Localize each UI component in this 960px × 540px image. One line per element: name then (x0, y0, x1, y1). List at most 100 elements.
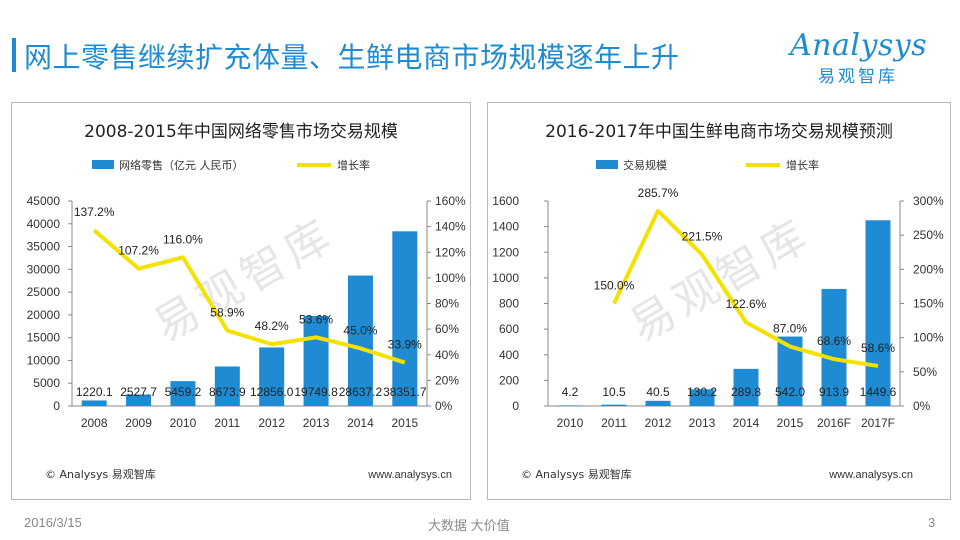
panel-footer-copyright: © Analysys 易观智库 (45, 467, 156, 481)
y-right-tick-label: 250% (913, 228, 944, 242)
x-tick-label: 2014 (347, 416, 374, 430)
x-tick-label: 2012 (645, 416, 672, 430)
y-right-tick-label: 80% (435, 297, 459, 311)
y-left-tick-label: 1600 (492, 194, 519, 208)
y-right-tick-label: 200% (913, 262, 944, 276)
y-left-tick-label: 1400 (492, 220, 519, 234)
y-right-tick-label: 100% (913, 331, 944, 345)
y-right-tick-label: 140% (435, 220, 466, 234)
y-left-tick-label: 25000 (27, 285, 61, 299)
bar-data-label: 10.5 (602, 385, 626, 399)
title-accent-bar (12, 38, 16, 72)
chart-panel-online-retail: 易观智库 2008-2015年中国网络零售市场交易规模 网络零售（亿元 人民币） 增长… (11, 102, 471, 500)
line-data-label: 58.9% (210, 306, 244, 320)
x-tick-label: 2008 (81, 416, 108, 430)
panel-footer-url: www.analysys.cn (828, 469, 913, 481)
logo-wordmark: Analysys (790, 28, 928, 63)
bar (170, 381, 196, 406)
y-left-tick-label: 1200 (492, 245, 519, 259)
bar (303, 316, 329, 406)
bar (259, 347, 285, 406)
x-tick-label: 2014 (733, 416, 760, 430)
bar (865, 220, 891, 406)
growth-rate-line (612, 208, 879, 368)
chart-title: 2016-2017年中国生鲜电商市场交易规模预测 (545, 122, 893, 142)
legend-line-label: 增长率 (786, 158, 819, 172)
x-tick-label: 2015 (777, 416, 804, 430)
bar (214, 366, 240, 406)
line-data-label: 53.6% (299, 312, 333, 326)
x-tick-label: 2012 (258, 416, 285, 430)
bar-data-label: 2527.7 (120, 385, 157, 399)
line-data-label: 285.7% (638, 186, 679, 200)
line-data-label: 33.9% (388, 338, 422, 352)
y-left-tick-label: 30000 (27, 262, 61, 276)
line-data-label: 221.5% (682, 230, 723, 244)
bar-data-label: 542.0 (775, 385, 805, 399)
y-left-tick-label: 35000 (27, 240, 61, 254)
y-right-tick-label: 300% (913, 194, 944, 208)
x-tick-label: 2011 (601, 416, 627, 430)
growth-rate-line (92, 228, 406, 365)
y-right-tick-label: 60% (435, 322, 459, 336)
y-left-tick-label: 1000 (492, 271, 519, 285)
chart-title: 2008-2015年中国网络零售市场交易规模 (84, 122, 398, 142)
x-tick-label: 2013 (689, 416, 716, 430)
line-data-label: 87.0% (773, 322, 807, 336)
y-right-tick-label: 150% (913, 297, 944, 311)
panel-footer-url: www.analysys.cn (367, 469, 452, 481)
footer-date: 2016/3/15 (24, 515, 82, 530)
y-left-tick-label: 40000 (27, 217, 61, 231)
x-tick-label: 2015 (391, 416, 418, 430)
legend-bar-label: 交易规模 (623, 158, 667, 172)
logo-subtitle: 易观智库 (818, 67, 898, 87)
line-data-label: 48.2% (255, 319, 289, 333)
line-data-label: 107.2% (118, 244, 159, 258)
footer-slogan: 大数据 大价值 (428, 518, 510, 533)
y-left-tick-label: 15000 (27, 331, 61, 345)
y-left-tick-label: 0 (53, 399, 60, 413)
y-left-tick-label: 10000 (27, 353, 61, 367)
bar (392, 231, 418, 406)
line-data-label: 116.0% (163, 232, 203, 246)
y-left-tick-label: 200 (499, 373, 519, 387)
bar-data-label: 8673.9 (209, 385, 246, 399)
y-right-tick-label: 0% (435, 399, 453, 413)
bar (557, 405, 583, 406)
y-left-tick-label: 45000 (27, 194, 61, 208)
bar (601, 404, 627, 406)
y-left-tick-label: 0 (512, 399, 519, 413)
x-tick-label: 2013 (303, 416, 330, 430)
bar (81, 400, 107, 406)
x-tick-label: 2017F (861, 416, 895, 430)
y-right-tick-label: 0% (913, 399, 931, 413)
bar-data-label: 130.2 (687, 385, 717, 399)
bar-data-label: 40.5 (646, 385, 670, 399)
x-tick-label: 2011 (214, 416, 240, 430)
bar (689, 389, 715, 406)
line-data-label: 122.6% (726, 297, 767, 311)
bar (347, 275, 373, 406)
line-data-label: 68.6% (817, 334, 851, 348)
bar-data-label: 28637.2 (339, 385, 383, 399)
chart-panel-fresh-ecommerce: 易观智库 2016-2017年中国生鲜电商市场交易规模预测 交易规模 增长率 0 200 4… (487, 102, 951, 500)
bar (733, 368, 759, 406)
line-data-label: 45.0% (343, 323, 377, 337)
bar-data-label: 5459.2 (165, 385, 202, 399)
x-tick-label: 2010 (557, 416, 584, 430)
y-right-tick-label: 50% (913, 365, 937, 379)
y-left-tick-label: 600 (499, 322, 519, 336)
bar (645, 400, 671, 406)
bar-data-label: 913.9 (819, 385, 849, 399)
bar-data-label: 289.8 (731, 385, 761, 399)
legend-bar-swatch (92, 160, 114, 169)
bar-data-label: 1449.6 (860, 385, 897, 399)
y-right-tick-label: 20% (435, 373, 459, 387)
bar-data-label: 38351.7 (383, 385, 427, 399)
panel-footer-copyright: © Analysys 易观智库 (521, 467, 632, 481)
page-title: 网上零售继续扩充体量、生鲜电商市场规模逐年上升 (24, 41, 680, 74)
x-tick-label: 2010 (170, 416, 197, 430)
analysys-logo: Analysys 易观智库 (790, 28, 940, 88)
